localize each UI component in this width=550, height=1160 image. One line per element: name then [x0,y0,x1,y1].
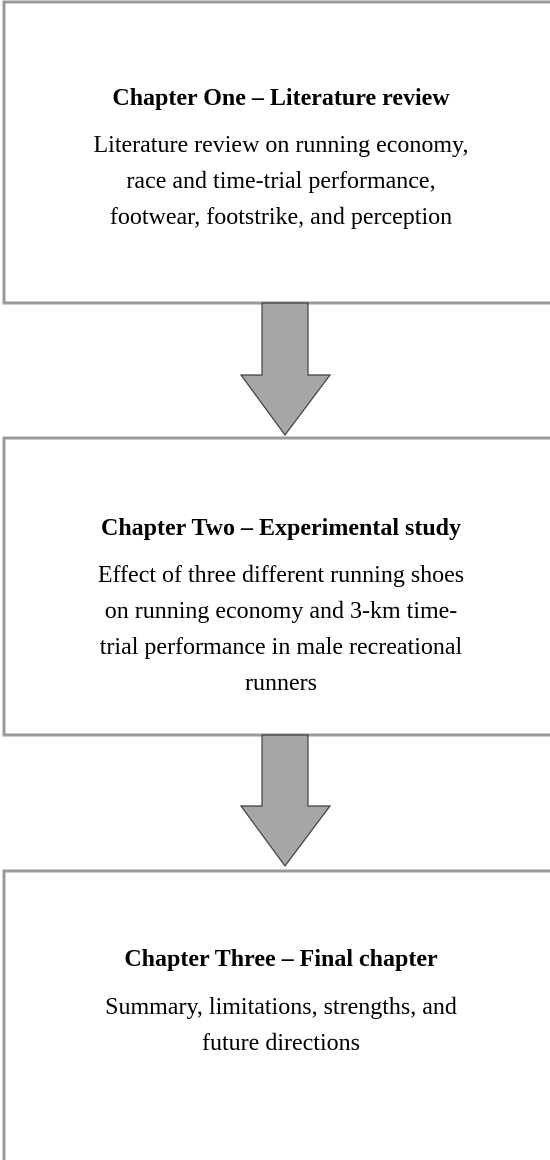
chapter-title: Chapter One – Literature review [112,85,450,111]
chapter-text: race and time-trial performance, [126,168,435,194]
chapter-box [2,869,550,1160]
chapter-title: Chapter Three – Final chapter [124,946,438,972]
arrow [239,302,332,437]
chapter-text: Summary, limitations, strengths, and [105,994,457,1020]
chapter-text: future directions [202,1030,360,1056]
chapter-text: on running economy and 3-km time- [105,598,458,624]
arrow [239,734,332,868]
chapter-text: Effect of three different running shoes [98,562,464,588]
chapter-box [2,0,550,305]
chapter-title: Chapter Two – Experimental study [101,515,461,541]
chapter-text: footwear, footstrike, and perception [110,204,452,230]
chapter-text: trial performance in male recreational [100,634,463,660]
chapter-box [2,436,550,737]
chapter-text: runners [245,670,317,696]
chapter-text: Literature review on running economy, [94,132,469,158]
